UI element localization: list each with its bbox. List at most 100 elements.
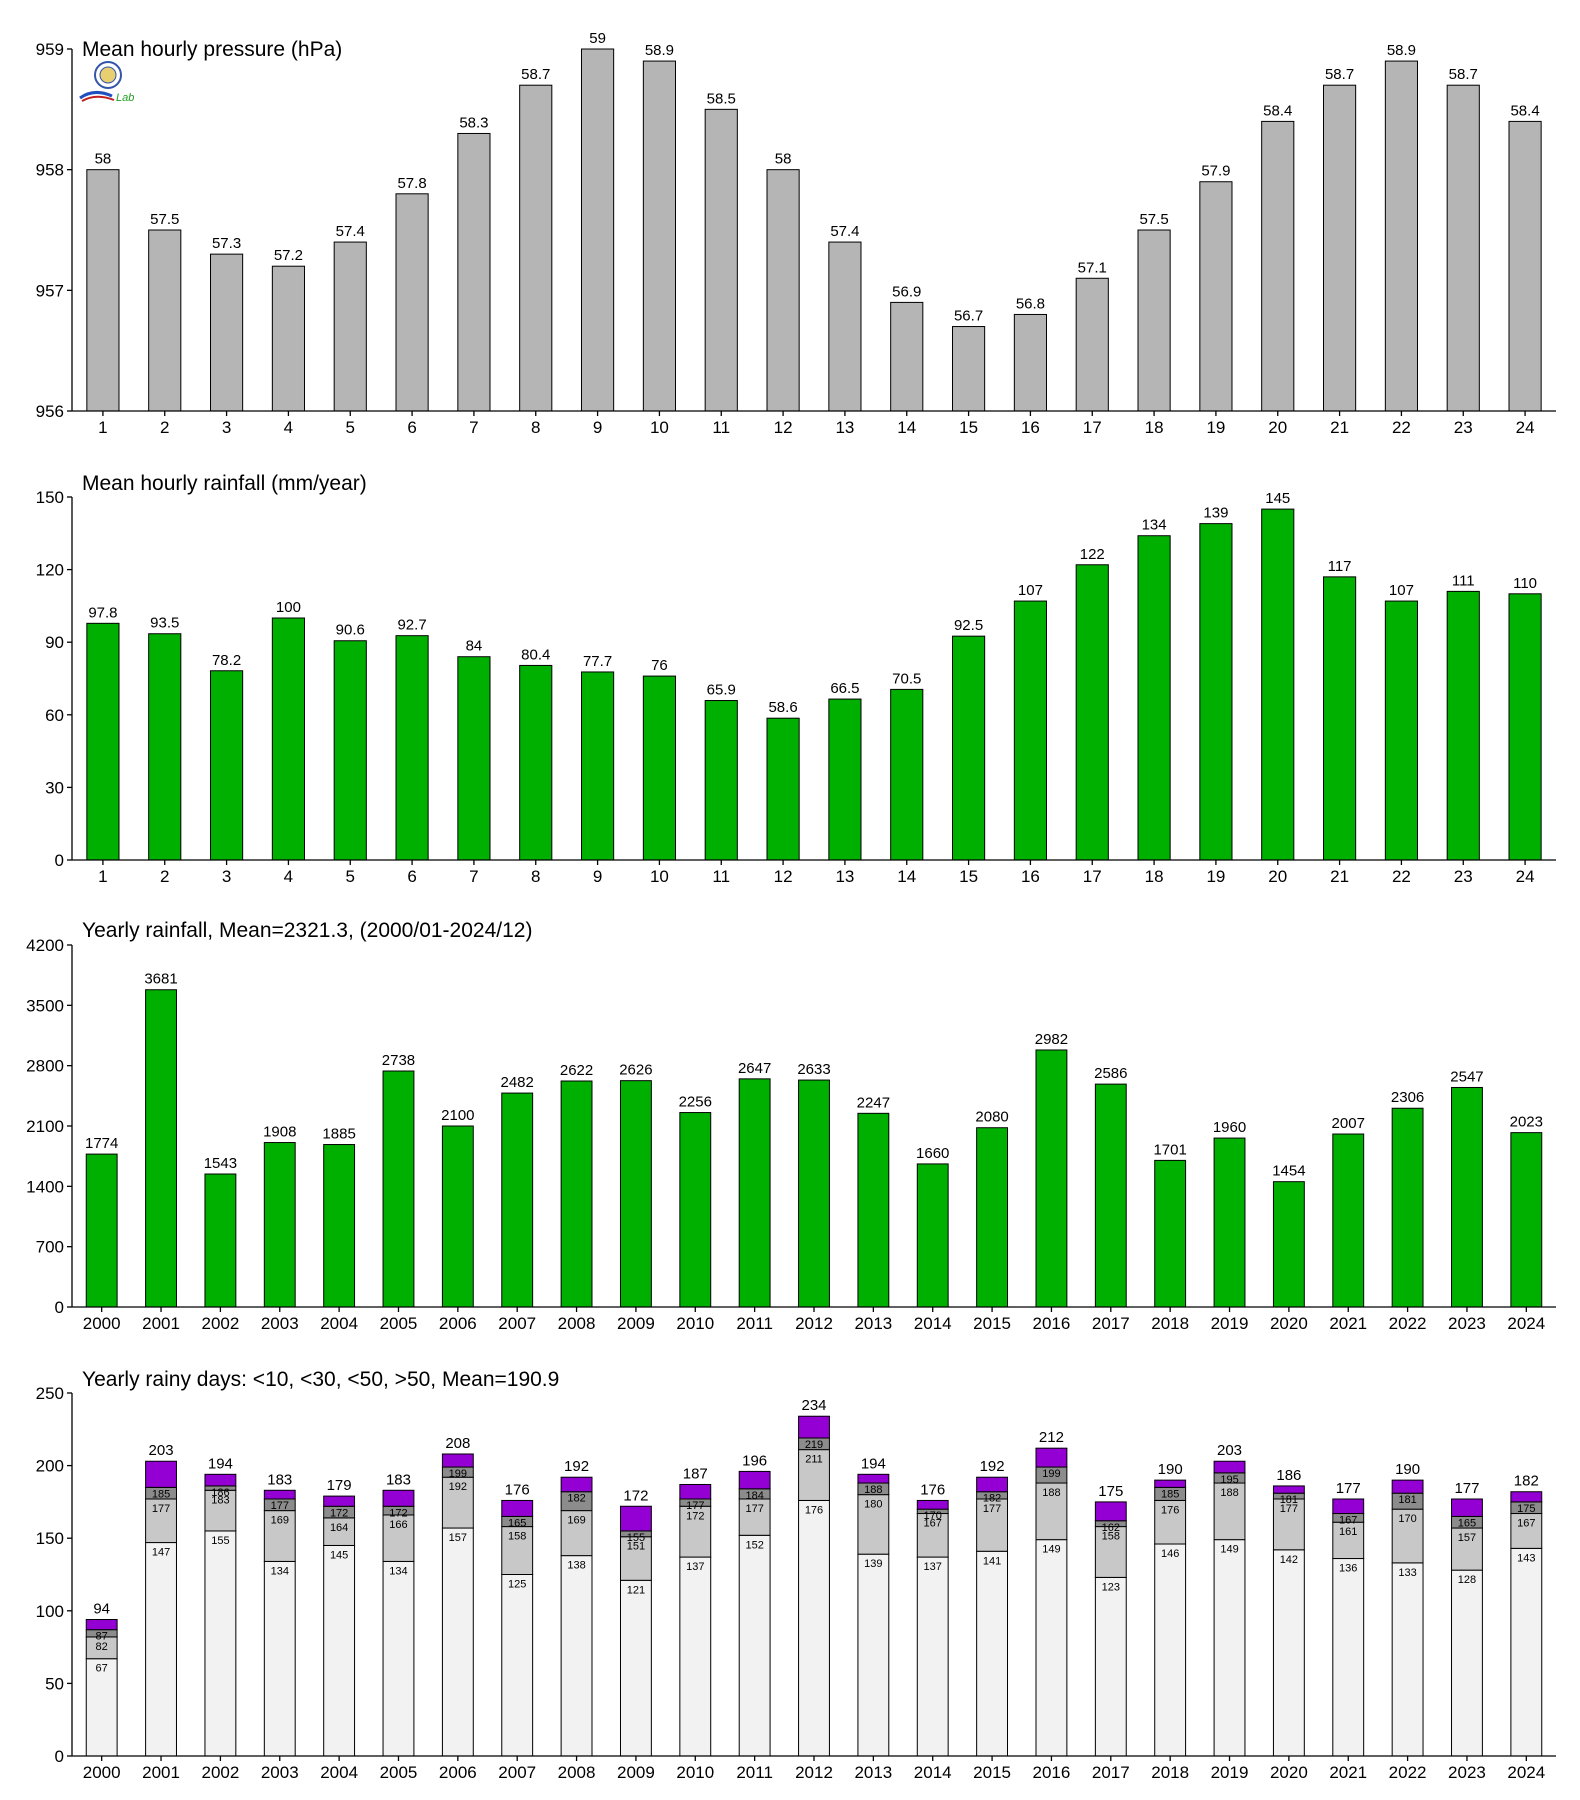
bar [1391, 1107, 1424, 1308]
value-label: 182 [1514, 1473, 1539, 1490]
bar [916, 1163, 949, 1308]
y-tick-label: 90 [45, 633, 64, 652]
x-tick-label: 2009 [617, 1314, 655, 1333]
value-label: 2547 [1450, 1068, 1483, 1085]
segment-label: 141 [983, 1555, 1001, 1567]
x-tick-label: 2001 [142, 1763, 180, 1782]
bar-segment-lt30 [382, 1514, 415, 1562]
bar-segment-gt50 [798, 1415, 830, 1439]
x-tick-label: 19 [1206, 867, 1225, 886]
value-label: 58.4 [1510, 102, 1539, 119]
y-tick-label: 250 [36, 1384, 64, 1403]
bar [1199, 523, 1233, 861]
value-label: 1543 [204, 1155, 237, 1172]
bar [271, 617, 305, 861]
bar [1013, 600, 1047, 861]
x-tick-label: 2023 [1448, 1314, 1486, 1333]
segment-label: 136 [1339, 1563, 1357, 1575]
segment-label: 164 [330, 1522, 348, 1534]
x-tick-label: 17 [1083, 867, 1102, 886]
x-tick-label: 12 [774, 867, 793, 886]
value-label: 78.2 [212, 652, 241, 669]
x-tick-label: 16 [1021, 867, 1040, 886]
x-tick-label: 24 [1516, 867, 1535, 886]
lab-logo: Lab [78, 60, 138, 106]
segment-label: 143 [1517, 1552, 1535, 1564]
value-label: 57.4 [336, 223, 365, 240]
value-label: 97.8 [88, 604, 117, 621]
x-tick-label: 2004 [320, 1314, 358, 1333]
bar-segment-lt30 [145, 1498, 177, 1544]
x-tick-label: 2007 [498, 1763, 536, 1782]
bar [441, 1125, 474, 1308]
bar [204, 1173, 237, 1308]
bar [145, 989, 177, 1308]
x-tick-label: 2024 [1507, 1763, 1545, 1782]
x-tick-label: 21 [1330, 867, 1349, 886]
segment-label: 176 [805, 1504, 823, 1516]
bar [457, 132, 491, 412]
segment-label: 149 [1042, 1544, 1060, 1556]
x-tick-label: 2006 [439, 1314, 477, 1333]
x-tick-label: 4 [284, 418, 293, 437]
segment-label: 181 [1280, 1494, 1298, 1506]
segment-label: 172 [330, 1507, 348, 1519]
x-tick-label: 2013 [854, 1763, 892, 1782]
x-tick-label: 18 [1145, 867, 1164, 886]
value-label: 1660 [916, 1145, 949, 1162]
rainy-days-chart: Yearly rainy days: <10, <30, <50, >50, M… [36, 1368, 1556, 1782]
segment-label: 185 [152, 1488, 170, 1500]
bar-segment-gt50 [441, 1453, 474, 1468]
value-label: 59 [589, 30, 606, 47]
x-tick-label: 2 [160, 867, 169, 886]
value-label: 70.5 [892, 670, 921, 687]
bar [619, 1080, 652, 1308]
value-label: 1774 [85, 1135, 118, 1152]
value-label: 58.9 [645, 42, 674, 59]
x-tick-label: 10 [650, 867, 669, 886]
x-tick-label: 17 [1083, 418, 1102, 437]
segment-label: 186 [211, 1487, 229, 1499]
bar [828, 241, 862, 412]
segment-label: 151 [627, 1541, 645, 1553]
value-label: 56.8 [1016, 295, 1045, 312]
y-tick-label: 50 [45, 1674, 64, 1693]
bar-segment-gt50 [145, 1460, 177, 1488]
value-label: 57.3 [212, 235, 241, 252]
bar [642, 675, 676, 861]
segment-label: 188 [1042, 1487, 1060, 1499]
segment-label: 188 [1220, 1487, 1238, 1499]
bar-segment-lt30 [1332, 1521, 1365, 1560]
x-tick-label: 23 [1454, 418, 1473, 437]
segment-label: 158 [508, 1531, 526, 1543]
bar-segment-gt50 [1272, 1485, 1305, 1494]
bar-segment-lt10 [1154, 1543, 1187, 1757]
bar [210, 670, 244, 861]
segment-label: 134 [389, 1565, 407, 1577]
bar-segment-lt30 [798, 1449, 830, 1501]
x-tick-label: 2020 [1270, 1763, 1308, 1782]
bar-segment-gt50 [619, 1505, 652, 1532]
value-label: 111 [1452, 572, 1475, 589]
y-tick-label: 120 [36, 561, 64, 580]
x-tick-label: 2003 [261, 1763, 299, 1782]
segment-label: 137 [924, 1561, 942, 1573]
value-label: 107 [1018, 582, 1043, 599]
value-label: 57.5 [150, 211, 179, 228]
bar [519, 664, 553, 861]
value-label: 145 [1265, 490, 1290, 507]
value-label: 208 [445, 1435, 470, 1452]
value-label: 94 [93, 1601, 110, 1618]
x-tick-label: 24 [1516, 418, 1535, 437]
segment-label: 211 [805, 1454, 823, 1466]
x-tick-label: 2011 [736, 1763, 773, 1782]
bar [1199, 181, 1233, 412]
bar-segment-lt10 [1391, 1562, 1424, 1757]
segment-label: 162 [1102, 1522, 1120, 1534]
bar [333, 640, 367, 861]
value-label: 1960 [1213, 1119, 1246, 1136]
bar [1213, 1137, 1246, 1308]
bar-segment-lt10 [145, 1542, 177, 1757]
bar-segment-lt10 [738, 1534, 771, 1757]
bar-segment-lt30 [1213, 1482, 1246, 1541]
